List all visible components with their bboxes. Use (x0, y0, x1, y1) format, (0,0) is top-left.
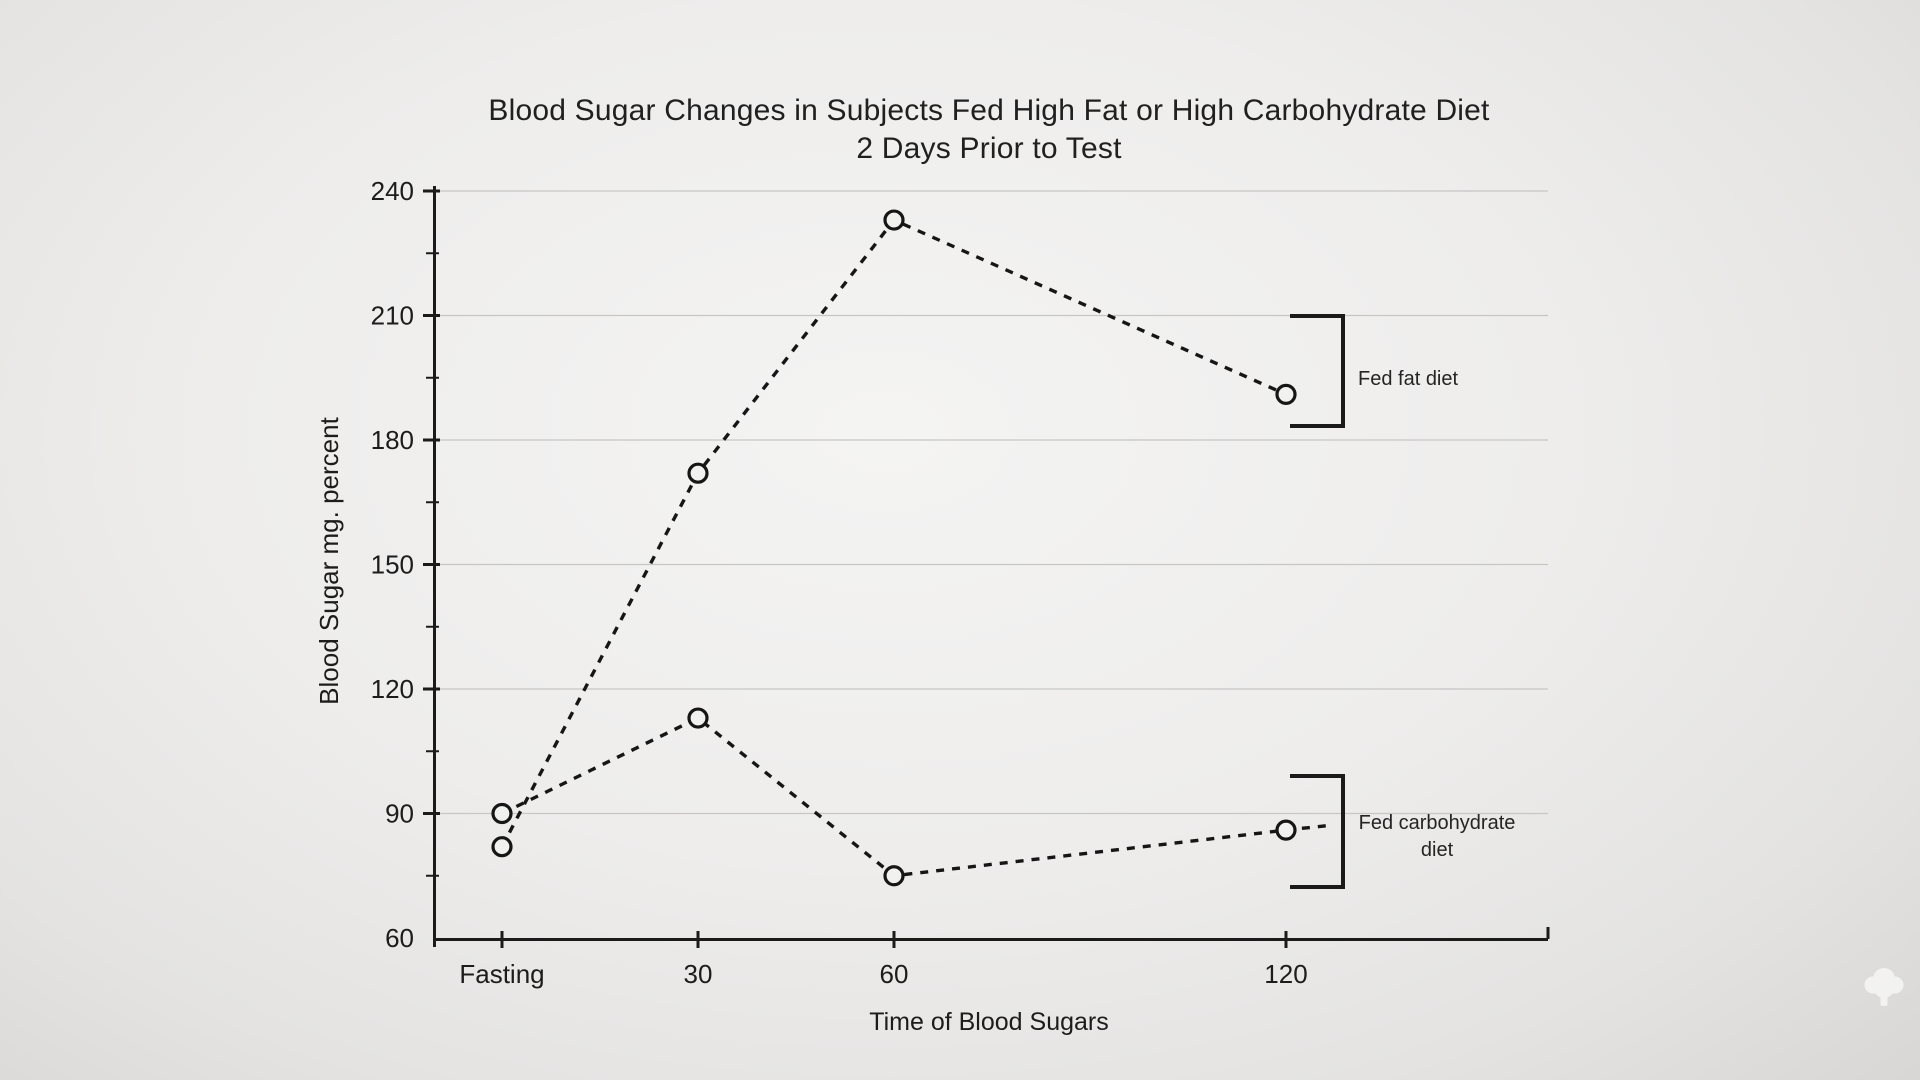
y-tick-label: 120 (371, 674, 414, 704)
chart-title-line2: 2 Days Prior to Test (856, 132, 1122, 165)
legend-bracket (1290, 314, 1345, 428)
data-point-marker (883, 209, 905, 231)
data-point-marker (687, 462, 709, 484)
y-tick-label: 240 (371, 176, 414, 206)
y-tick-label: 210 (371, 301, 414, 331)
data-point-marker (687, 707, 709, 729)
y-tick-label: 90 (385, 799, 414, 829)
x-tick-label: 120 (1264, 959, 1307, 989)
chart-title: Blood Sugar Changes in Subjects Fed High… (430, 92, 1548, 168)
legend-label: diet (1421, 839, 1454, 861)
data-point-marker (491, 802, 513, 825)
x-tick-label: Fasting (459, 959, 544, 989)
y-tick-label: 180 (371, 425, 414, 455)
legend-bracket (1290, 774, 1345, 889)
series-line-carb (501, 716, 1287, 878)
tree-icon (1860, 964, 1908, 1012)
chart-title-line1: Blood Sugar Changes in Subjects Fed High… (488, 94, 1490, 127)
data-point-marker (883, 865, 905, 887)
legend-label: Fed carbohydrate (1359, 812, 1516, 834)
data-point-marker (491, 836, 513, 858)
series-line-fat (500, 217, 1287, 848)
data-point-marker (1275, 383, 1297, 405)
y-tick-label: 150 (371, 550, 414, 580)
data-point-marker (1275, 819, 1297, 841)
x-tick-label: 30 (684, 959, 713, 989)
y-tick-label: 60 (385, 923, 414, 953)
x-tick-label: 60 (880, 959, 909, 989)
legend-label: Fed fat diet (1358, 368, 1459, 390)
x-axis-title: Time of Blood Sugars (869, 1008, 1109, 1036)
